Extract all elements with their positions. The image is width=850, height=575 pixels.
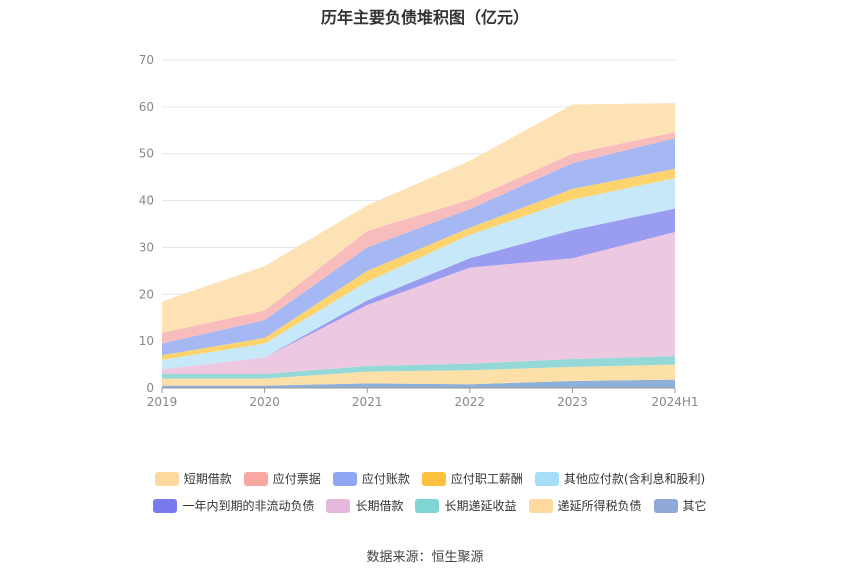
legend-swatch (243, 471, 268, 486)
legend-swatch (421, 471, 446, 486)
legend-swatch (415, 498, 440, 513)
x-tick-label: 2023 (557, 395, 588, 409)
x-tick-label: 2021 (352, 395, 383, 409)
legend-item[interactable]: 长期借款 (326, 497, 403, 514)
series-area (162, 364, 675, 386)
series-area (162, 379, 675, 388)
series-area (162, 103, 675, 333)
legend-item[interactable]: 其它 (653, 497, 707, 514)
legend-item[interactable]: 其他应付款(含利息和股利) (534, 470, 706, 487)
series-area (162, 208, 675, 370)
legend-label: 其它 (682, 499, 707, 513)
y-tick-label: 20 (139, 287, 154, 301)
legend-row-2: 一年内到期的非流动负债 长期借款 长期递延收益 递延所得税负债 其它 (140, 497, 720, 514)
legend-item[interactable]: 应付职工薪酬 (421, 470, 523, 487)
legend-item[interactable]: 应付账款 (332, 470, 410, 487)
legend-label: 应付票据 (272, 472, 321, 486)
y-tick-label: 50 (139, 147, 154, 161)
series-area (162, 231, 675, 374)
legend-label: 长期借款 (355, 499, 404, 513)
legend-label: 递延所得税负债 (557, 499, 642, 513)
series-area (162, 356, 675, 379)
stacked-area-chart: 0 10 20 30 40 50 60 70 2019 2020 2021 2022 2023 2024H… (139, 53, 699, 409)
y-tick-label: 70 (139, 53, 154, 67)
legend-label: 长期递延收益 (444, 499, 517, 513)
series-area (162, 132, 675, 344)
series-area (162, 138, 675, 356)
x-tick-label: 2024H1 (651, 395, 698, 409)
legend-row-1: 短期借款 应付票据 应付账款 应付职工薪酬 其他应付款(含利息和股利) (140, 470, 720, 487)
legend-label: 其他应付款(含利息和股利) (563, 472, 706, 486)
legend-label: 短期借款 (183, 472, 232, 486)
series-area (162, 168, 675, 360)
x-tick-label: 2022 (455, 395, 486, 409)
legend-swatch (153, 498, 178, 513)
y-tick-label: 30 (139, 240, 154, 254)
legend-swatch (332, 471, 357, 486)
x-tick-label: 2020 (249, 395, 280, 409)
y-tick-label: 60 (139, 100, 154, 114)
legend-swatch (653, 498, 678, 513)
y-tick-label: 40 (139, 194, 154, 208)
series-area (162, 178, 675, 370)
legend-item[interactable]: 长期递延收益 (415, 497, 517, 514)
y-tick-label: 10 (139, 334, 154, 348)
legend-item[interactable]: 应付票据 (243, 470, 321, 487)
axes: 0 10 20 30 40 50 60 70 2019 2020 2021 2022 2023 2024H… (139, 53, 699, 409)
area-series (162, 103, 675, 388)
legend-item[interactable]: 递延所得税负债 (528, 497, 642, 514)
legend: 短期借款 应付票据 应付账款 应付职工薪酬 其他应付款(含利息和股利) 一年内到期的非流… (140, 470, 720, 524)
legend-swatch (534, 471, 559, 486)
legend-item[interactable]: 短期借款 (154, 470, 232, 487)
legend-swatch (154, 471, 179, 486)
legend-item[interactable]: 一年内到期的非流动负债 (153, 497, 314, 514)
chart-title: 历年主要负债堆积图（亿元） (320, 8, 529, 27)
legend-swatch (326, 498, 351, 513)
data-source: 数据来源：恒生聚源 (366, 550, 484, 565)
legend-swatch (528, 498, 553, 513)
legend-label: 应付职工薪酬 (450, 472, 523, 486)
legend-label: 应付账款 (361, 472, 410, 486)
x-tick-label: 2019 (147, 395, 178, 409)
legend-label: 一年内到期的非流动负债 (182, 499, 315, 513)
y-tick-label: 0 (146, 381, 154, 395)
